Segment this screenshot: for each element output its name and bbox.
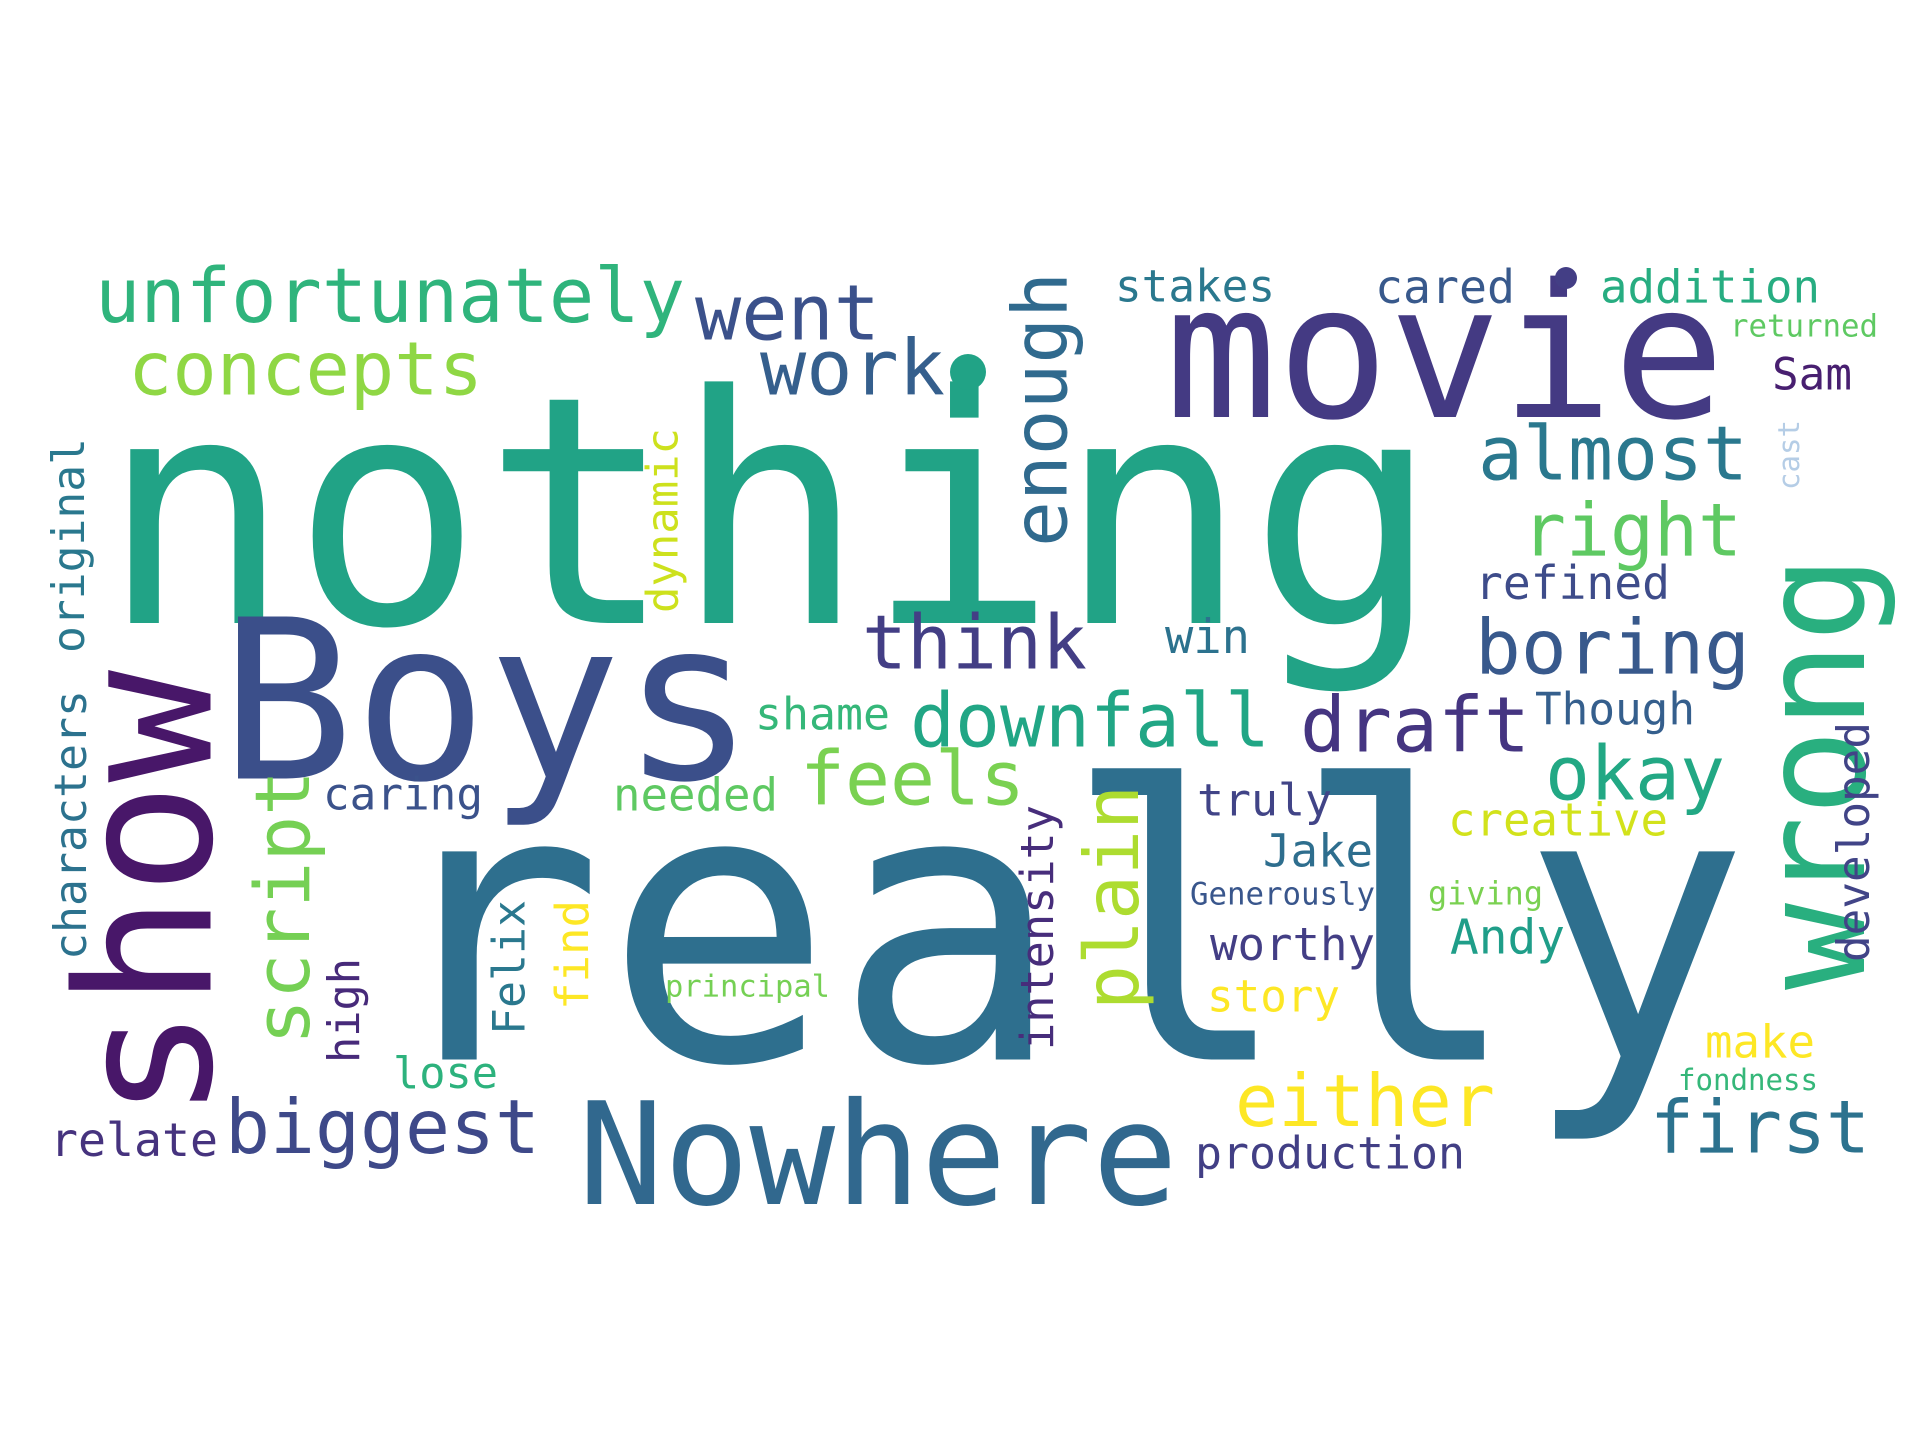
word-lose: lose: [393, 1049, 498, 1099]
word-went: went: [695, 270, 880, 359]
word-feels: feels: [800, 736, 1025, 823]
word-downfall: downfall: [910, 678, 1270, 765]
word-win: win: [1165, 610, 1250, 665]
word-intensity: intensity: [1011, 805, 1064, 1050]
word-giving: giving: [1428, 876, 1543, 913]
word-characters: characters: [44, 690, 97, 960]
word-boys: Boys: [220, 574, 755, 832]
word-returned: returned: [1730, 310, 1878, 345]
word-production: production: [1195, 1127, 1465, 1180]
word-addition: addition: [1600, 261, 1820, 314]
word-story: story: [1207, 972, 1340, 1023]
word-shame: shame: [755, 688, 890, 741]
word-okay: okay: [1545, 731, 1725, 818]
word-show: show: [39, 670, 256, 1120]
word-jake: Jake: [1263, 825, 1373, 878]
word-right: right: [1522, 489, 1742, 574]
word-first: first: [1650, 1086, 1870, 1171]
word-developed: developed: [1829, 722, 1880, 962]
word-cared: cared: [1375, 260, 1515, 314]
word-dynamic: dynamic: [638, 428, 689, 613]
word-creative: creative: [1448, 794, 1668, 847]
word-original: original: [43, 438, 95, 653]
word-needed: needed: [613, 769, 778, 822]
dot-mark: [950, 354, 986, 390]
word-enough: enough: [996, 272, 1085, 547]
word-unfortunately: unfortunately: [95, 252, 685, 340]
word-nothing: nothing: [100, 328, 1440, 698]
word-plain: plain: [1069, 785, 1156, 1010]
word-think: think: [862, 600, 1087, 687]
word-nowhere: Nowhere: [578, 1072, 1178, 1238]
word-biggest: biggest: [225, 1084, 540, 1171]
word-script: script: [238, 770, 327, 1045]
word-make: make: [1705, 1016, 1815, 1069]
word-worthy: worthy: [1210, 918, 1375, 971]
word-generously: Generously: [1190, 878, 1375, 913]
word-wrong: wrong: [1731, 555, 1899, 990]
word-almost: almost: [1478, 411, 1748, 498]
word-relate: relate: [50, 1113, 218, 1167]
word-boring: boring: [1475, 603, 1750, 692]
word-truly: truly: [1197, 774, 1332, 827]
word-high: high: [320, 958, 370, 1063]
word-either: either: [1235, 1059, 1495, 1143]
word-principal: principal: [665, 970, 830, 1005]
word-draft: draft: [1300, 682, 1530, 771]
word-concepts: concepts: [128, 328, 483, 413]
word-andy: Andy: [1450, 911, 1565, 966]
word-work: work: [760, 325, 945, 414]
word-fondness: fondness: [1678, 1063, 1818, 1097]
word-sam: Sam: [1772, 350, 1852, 401]
word-refined: refined: [1475, 556, 1670, 610]
dot-mark: [1555, 267, 1577, 289]
word-stakes: stakes: [1115, 262, 1275, 313]
word-though: Though: [1535, 685, 1695, 736]
word-really: really: [375, 707, 1750, 1150]
word-movie: movie: [1165, 244, 1725, 461]
word-find: find: [546, 900, 599, 1010]
word-caring: caring: [323, 770, 483, 821]
word-cast: cast: [1772, 420, 1806, 490]
word-felix: Felix: [483, 900, 536, 1035]
